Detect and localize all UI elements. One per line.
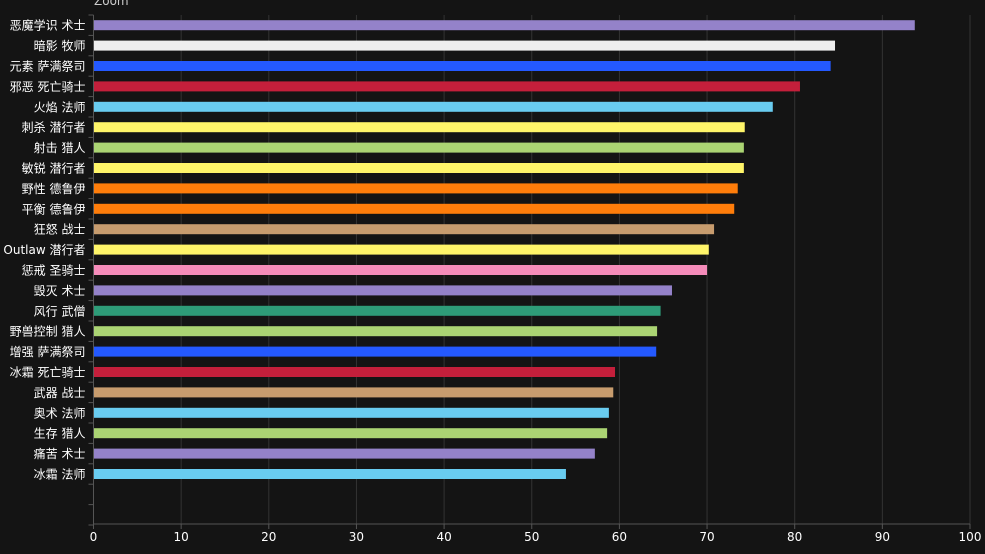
- bar: [94, 367, 616, 377]
- bar: [94, 346, 657, 357]
- bar: [94, 40, 836, 51]
- x-tick-label: 100: [959, 530, 982, 544]
- bar: [94, 142, 744, 153]
- x-tick-label: 40: [436, 530, 451, 544]
- bar: [94, 224, 715, 235]
- x-tick-label: 70: [699, 530, 714, 544]
- bar: [94, 285, 672, 296]
- x-tick-label: 90: [875, 530, 890, 544]
- bar: [94, 244, 709, 255]
- category-label: 生存 猎人: [34, 427, 86, 441]
- category-label: 火焰 法师: [34, 99, 86, 114]
- category-label: 痛苦 术士: [34, 446, 86, 461]
- bar: [94, 101, 773, 112]
- bar: [94, 163, 744, 173]
- x-tick-label: 0: [90, 530, 98, 544]
- category-label: 野性 德鲁伊: [22, 181, 86, 196]
- category-label: 毁灭 术士: [34, 283, 86, 298]
- x-tick-label: 60: [612, 530, 627, 544]
- bar: [94, 122, 745, 133]
- category-label: 暗影 牧师: [34, 38, 86, 53]
- x-tick-label: 10: [174, 530, 189, 544]
- category-label: 恶魔学识 术士: [10, 18, 86, 33]
- bar: [94, 61, 831, 71]
- x-tick-label: 50: [524, 530, 539, 544]
- category-label: 射击 猎人: [34, 140, 86, 155]
- bar: [94, 326, 658, 337]
- bar: [94, 448, 595, 459]
- bar: [94, 203, 735, 214]
- bar: [94, 305, 661, 316]
- x-tick-label: 30: [349, 530, 364, 544]
- category-label: 冰霜 法师: [34, 468, 86, 482]
- category-label: 元素 萨满祭司: [10, 60, 86, 74]
- category-label: 邪恶 死亡骑士: [10, 80, 86, 94]
- zoom-label: Zoom: [94, 0, 129, 8]
- category-label: 风行 武僧: [34, 304, 86, 318]
- category-label: 惩戒 圣骑士: [22, 264, 86, 278]
- category-label: Outlaw 潜行者: [3, 243, 85, 257]
- category-label: 冰霜 死亡骑士: [10, 366, 86, 380]
- category-label: 狂怒 战士: [34, 222, 86, 237]
- bar: [94, 428, 608, 439]
- category-label: 增强 萨满祭司: [10, 345, 86, 359]
- bar: [94, 265, 708, 275]
- bar: [94, 81, 800, 92]
- x-tick-label: 20: [261, 530, 276, 544]
- x-tick-label: 80: [787, 530, 802, 544]
- category-label: 奥术 法师: [34, 406, 86, 420]
- bar: [94, 469, 566, 479]
- bar: [94, 387, 614, 398]
- bar: [94, 407, 609, 418]
- category-label: 敏锐 潜行者: [22, 161, 86, 176]
- category-label: 武器 战士: [34, 386, 86, 400]
- category-label: 野兽控制 猎人: [10, 325, 86, 339]
- category-label: 刺杀 潜行者: [22, 120, 86, 135]
- bar: [94, 183, 738, 194]
- bar: [94, 20, 915, 31]
- category-label: 平衡 德鲁伊: [22, 201, 86, 216]
